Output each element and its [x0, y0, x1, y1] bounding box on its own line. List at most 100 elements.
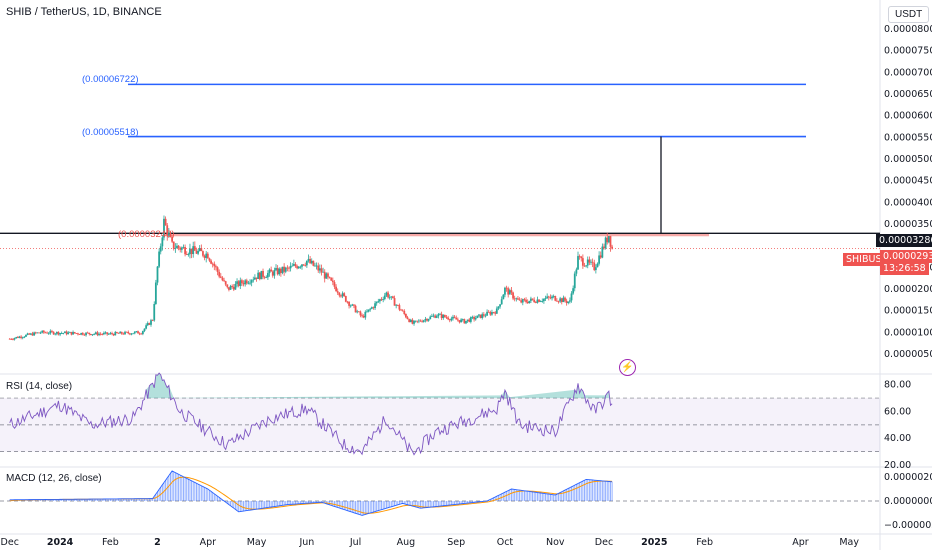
price-tick-label: 0.00003500 [884, 219, 932, 230]
macd-tick-label: 0.00000000 [884, 496, 932, 507]
candle-body [130, 333, 133, 335]
candle-body [348, 301, 350, 306]
time-tick-label: Jul [349, 537, 361, 548]
candle-body [275, 268, 277, 271]
candle-body [336, 291, 339, 293]
candle-body [159, 246, 162, 252]
candle-body [122, 333, 125, 335]
candle-body [28, 333, 31, 335]
candle-body [361, 315, 363, 317]
candle-body [572, 288, 575, 294]
currency-badge[interactable]: USDT [888, 6, 930, 23]
rsi-title: RSI (14, close) [6, 381, 73, 392]
candle-body [252, 279, 255, 281]
candle-body [16, 336, 19, 338]
candle-body [125, 331, 128, 333]
candle-body [330, 277, 333, 281]
candle-body [611, 246, 614, 249]
candle-body [601, 246, 604, 258]
candle-body [250, 280, 253, 283]
candle-body [55, 331, 58, 334]
candle-body [416, 320, 419, 322]
candle-body [325, 273, 328, 279]
candle-body [439, 313, 441, 315]
candle-body [323, 271, 326, 279]
candle-body [331, 280, 334, 283]
candle-body [182, 247, 185, 248]
candle-body [486, 311, 488, 316]
candle-body [322, 271, 324, 273]
candle-body [192, 246, 195, 255]
candle-body [90, 334, 92, 336]
candle-body [216, 267, 219, 272]
candle-body [346, 301, 349, 303]
candle-body [154, 282, 157, 305]
candle-body [408, 319, 411, 322]
candle-body [258, 272, 261, 280]
candle-body [206, 253, 209, 259]
time-tick-label: Sep [447, 537, 465, 548]
candle-body [52, 331, 55, 335]
candle-body [387, 292, 389, 298]
candle-body [172, 241, 175, 249]
candle-body [132, 333, 135, 335]
candle-body [193, 246, 196, 251]
candle-body [543, 298, 545, 302]
candle-body [231, 285, 234, 287]
candle-body [229, 285, 232, 290]
candle-body [291, 265, 294, 267]
candle-body [603, 246, 605, 249]
rsi-tick-label: 80.00 [884, 380, 911, 391]
candle-body [366, 311, 368, 313]
candle-body [273, 270, 276, 276]
candle-body [515, 298, 518, 300]
candle-body [362, 315, 365, 318]
time-tick-label: Apr [200, 537, 217, 548]
candle-body [393, 298, 396, 306]
candle-body [13, 338, 16, 340]
candle-body [236, 281, 238, 284]
candle-body [286, 267, 289, 269]
candle-body [567, 301, 570, 303]
candle-body [396, 304, 399, 306]
candle-body [36, 332, 39, 334]
rsi-overbought-fill [146, 373, 609, 399]
candle-body [401, 310, 404, 312]
candle-body [536, 299, 539, 303]
candle-body [591, 261, 594, 263]
candle-body [124, 331, 126, 335]
candle-body [539, 301, 542, 303]
candle-body [588, 259, 591, 263]
candle-body [463, 319, 466, 324]
candle-body [262, 270, 264, 277]
candle-body [304, 265, 307, 267]
candle-body [185, 254, 188, 255]
candle-body [148, 323, 151, 325]
candle-body [458, 320, 461, 323]
rsi-tick-label: 40.00 [884, 433, 911, 444]
price-tick-label: 0.00004500 [884, 176, 932, 187]
target-label-1: (0.00006722) [82, 74, 139, 85]
candle-body [215, 266, 217, 268]
candle-body [153, 304, 156, 321]
candle-body [414, 320, 417, 322]
candle-body [219, 276, 222, 278]
candle-body [559, 298, 562, 302]
candle-body [450, 318, 453, 321]
candle-body [333, 282, 336, 287]
macd-tick-label: 0.00000200 [884, 472, 932, 483]
candle-body [476, 315, 479, 319]
lightning-bolt-icon[interactable]: ⚡ [619, 359, 636, 376]
candle-body [307, 258, 310, 261]
candle-body [184, 247, 186, 255]
candle-body [60, 333, 63, 334]
chart-title: SHIB / TetherUS, 1D, BINANCE [6, 6, 162, 18]
candle-body [47, 333, 50, 335]
candle-body [390, 296, 393, 298]
candle-body [533, 299, 536, 303]
price-tick-label: 0.00007500 [884, 46, 932, 57]
candle-body [167, 233, 170, 236]
candle-body [141, 331, 144, 334]
candle-body [565, 300, 568, 303]
time-tick-label: 2024 [47, 537, 74, 548]
